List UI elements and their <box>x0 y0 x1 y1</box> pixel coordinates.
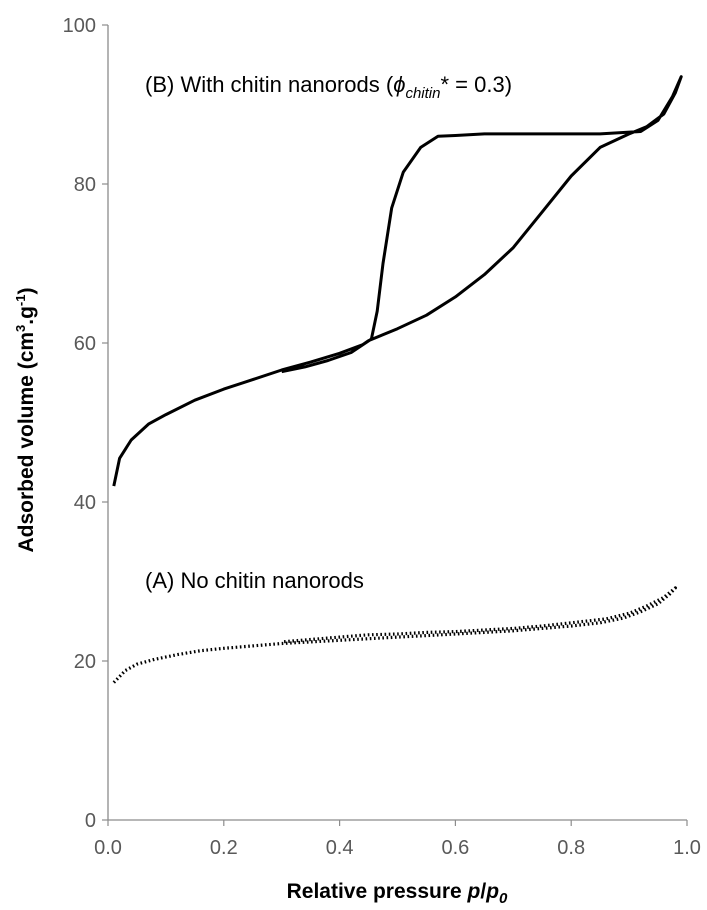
y-tick-label: 20 <box>74 651 96 673</box>
x-axis-title-text: Relative pressure <box>287 880 462 903</box>
y-tick-label: 40 <box>74 492 96 514</box>
y-axis-title: Adsorbed volume (cm3.g-1) <box>13 287 38 552</box>
x-axis-title-symbol-2: p <box>485 880 499 903</box>
annotation-a: (A) No chitin nanorods <box>145 568 364 593</box>
annotation-b-sub: chitin <box>405 85 440 102</box>
annotation-b: (B) With chitin nanorods (ϕchitin* = 0.3… <box>145 72 512 102</box>
x-tick-label: 0.0 <box>94 837 122 859</box>
series-group <box>112 75 683 684</box>
x-tick-label: 0.8 <box>557 837 585 859</box>
series-a-line <box>112 586 678 684</box>
series-b-line <box>112 75 683 487</box>
x-tick-label: 0.4 <box>326 837 354 859</box>
x-axis-title-symbol-sub: 0 <box>499 890 508 907</box>
tick-labels: 0.0 0.2 0.4 0.6 0.8 1.0 0 20 40 60 80 100 <box>63 15 701 859</box>
y-axis-title-main: Adsorbed volume (cm <box>15 332 38 553</box>
annotation-b-phi: ϕ <box>393 72 405 97</box>
y-tick-label: 0 <box>85 810 96 832</box>
annotation-b-prefix: (B) With chitin nanorods ( <box>145 72 394 97</box>
y-tick-label: 100 <box>63 15 96 37</box>
x-axis-title-symbol: p <box>467 880 481 903</box>
y-tick-label: 60 <box>74 333 96 355</box>
x-tick-label: 1.0 <box>673 837 701 859</box>
x-axis-title: Relative pressure p/p0 <box>287 880 508 907</box>
y-tick-label: 80 <box>74 174 96 196</box>
x-tick-label: 0.2 <box>210 837 238 859</box>
y-axis-title-end: ) <box>15 287 38 294</box>
y-axis-title-sup1: 3 <box>13 325 28 332</box>
annotation-b-suffix: * = 0.3) <box>440 72 512 97</box>
axes <box>102 24 688 826</box>
x-tick-label: 0.6 <box>441 837 469 859</box>
y-axis-title-sup2: -1 <box>13 294 28 306</box>
y-axis-title-mid: .g <box>15 306 38 325</box>
